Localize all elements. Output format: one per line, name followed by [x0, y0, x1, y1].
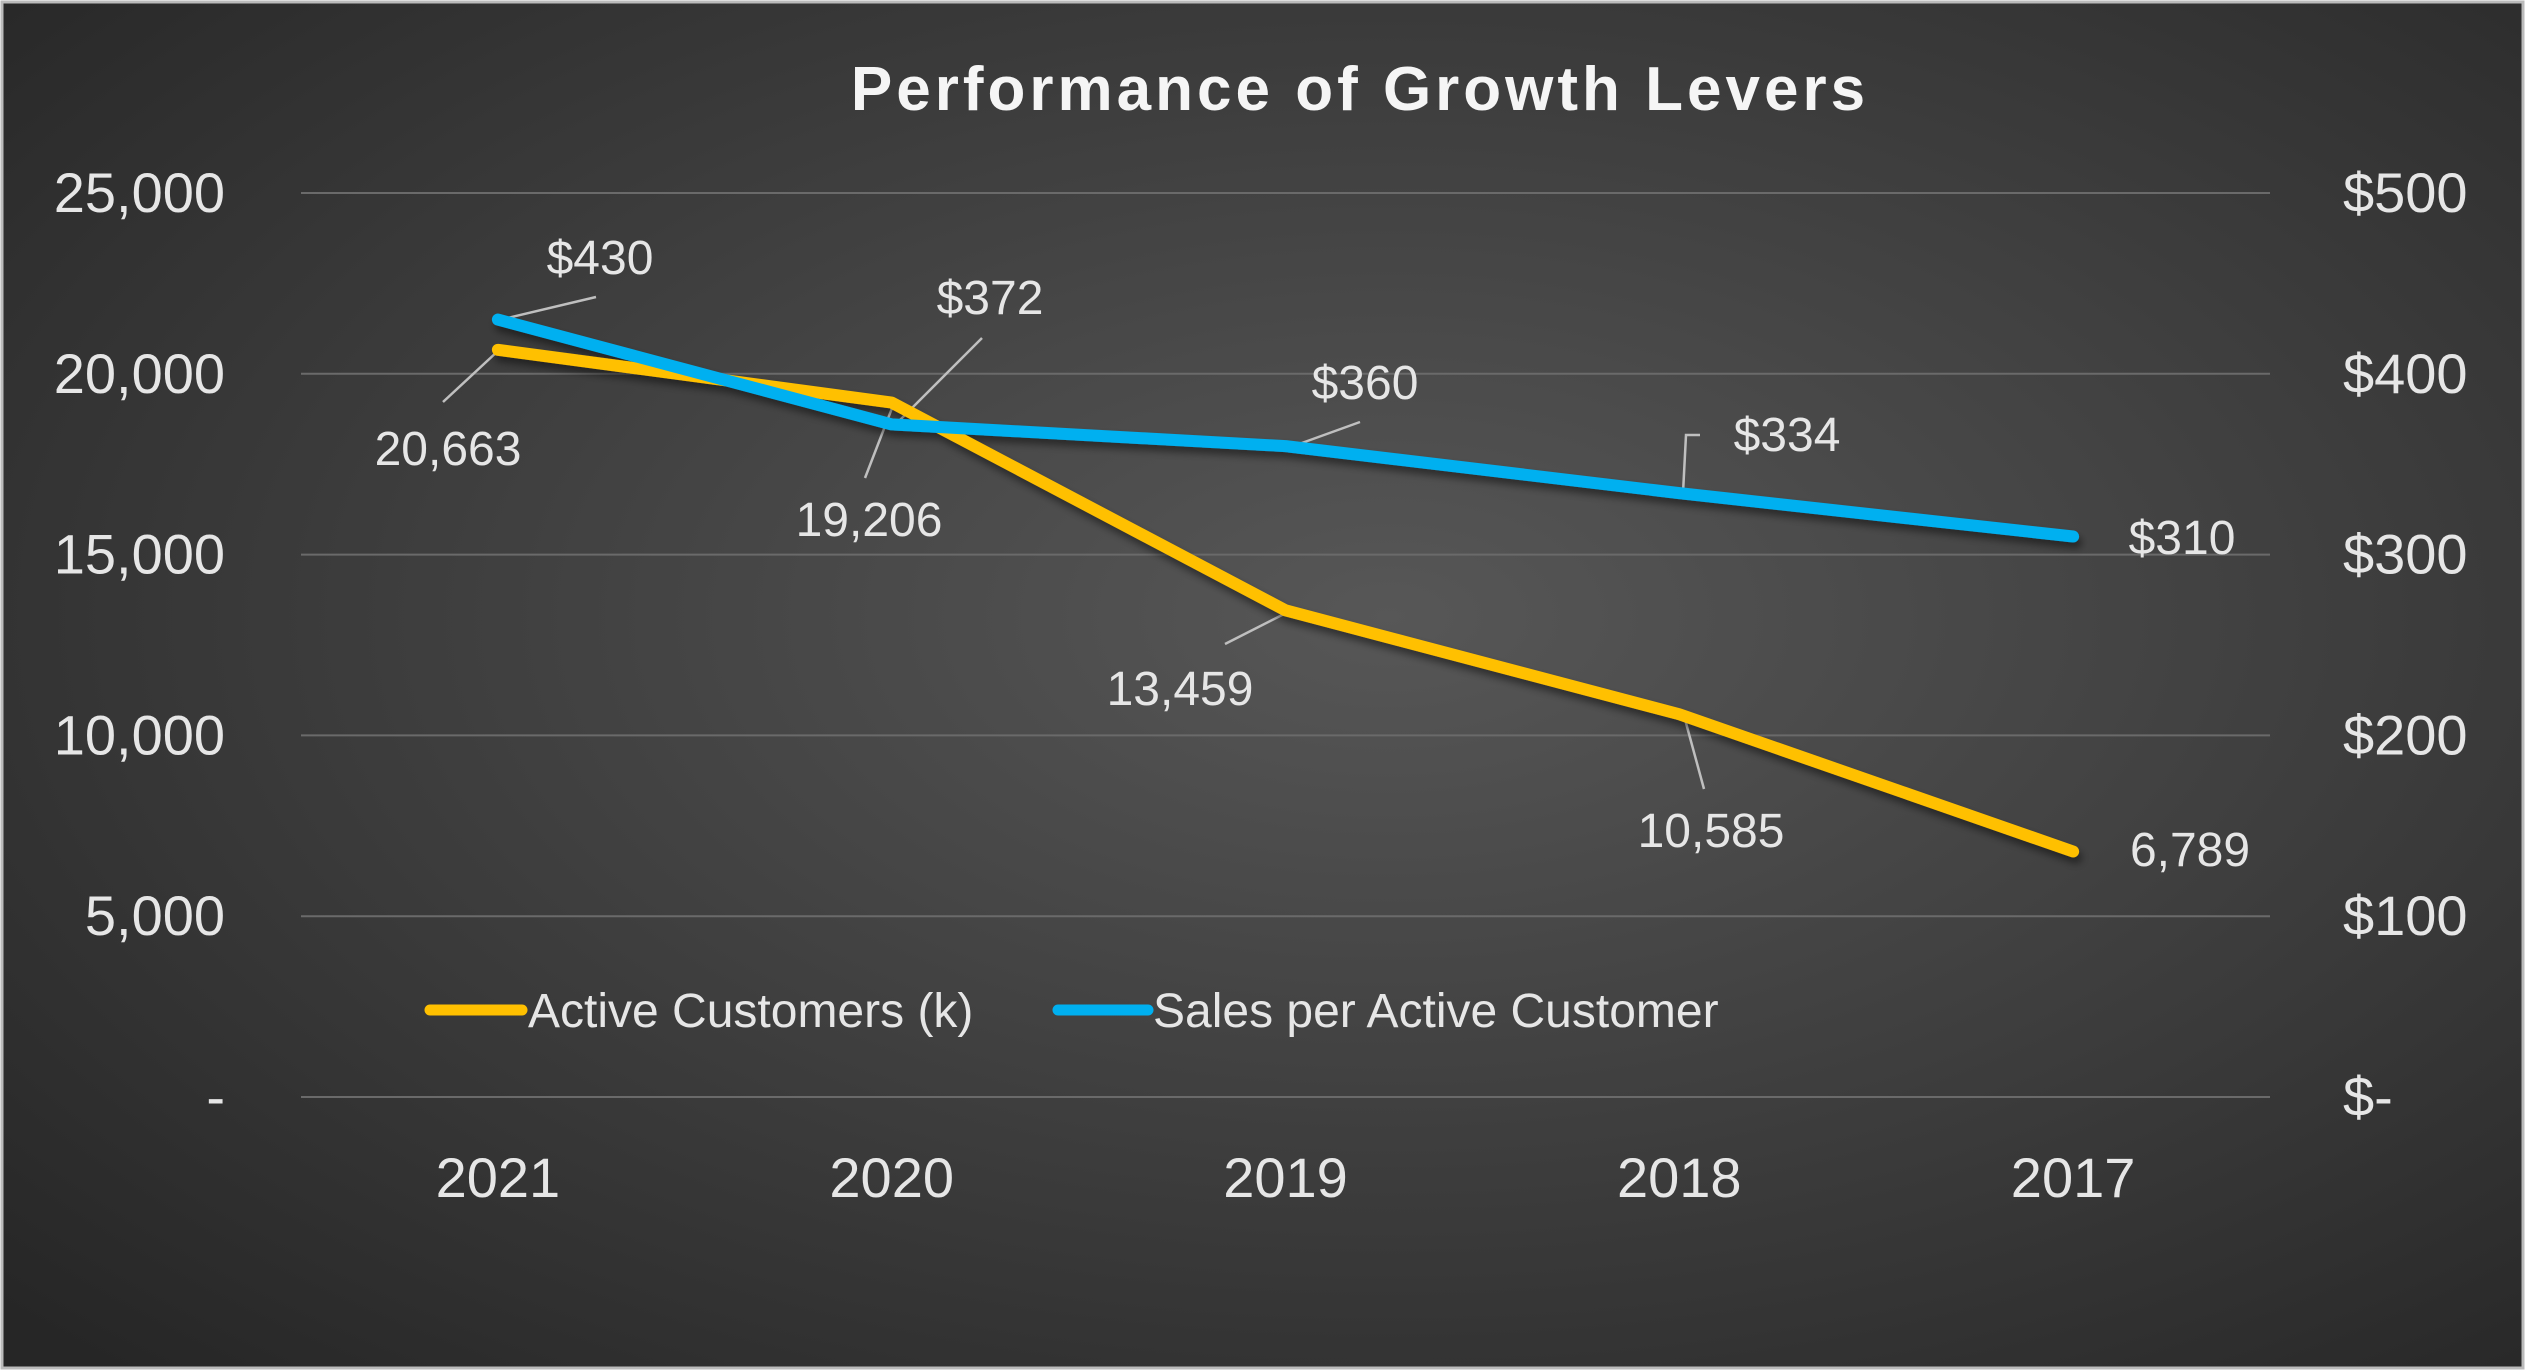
left-tick-label: 15,000 [54, 523, 225, 586]
right-tick-label: $400 [2343, 342, 2468, 405]
left-tick-label: 20,000 [54, 342, 225, 405]
leader-line [863, 402, 896, 479]
data-labels: 20,663 19,206 13,459 10,585 6,789 $430 $372 $36… [375, 232, 2250, 877]
data-label: $430 [547, 232, 654, 285]
right-tick-label: $- [2343, 1065, 2393, 1128]
data-label: 10,585 [1638, 805, 1785, 858]
data-label: $360 [1312, 357, 1419, 410]
right-tick-label: $100 [2343, 884, 2468, 947]
legend: Active Customers (k) Sales per Active Cu… [424, 985, 1719, 1038]
x-tick-label: 2020 [829, 1146, 954, 1209]
leader-line [498, 295, 597, 322]
data-label: $310 [2129, 512, 2236, 565]
legend-label-active-customers: Active Customers (k) [528, 985, 973, 1038]
x-axis: 2021 2020 2019 2018 2017 [436, 1146, 2136, 1209]
gridlines [301, 192, 2270, 1098]
series-lines [491, 313, 2080, 858]
left-tick-label: - [206, 1065, 225, 1128]
right-tick-label: $300 [2343, 523, 2468, 586]
series-line-1 [491, 313, 2080, 543]
x-tick-label: 2021 [436, 1146, 561, 1209]
left-tick-label: 10,000 [54, 703, 225, 766]
right-tick-label: $200 [2343, 703, 2468, 766]
leader-line [1681, 711, 1706, 790]
left-tick-label: 25,000 [54, 161, 225, 224]
right-axis: $- $100 $200 $300 $400 $500 [2343, 161, 2468, 1128]
data-label: 13,459 [1107, 663, 1254, 716]
left-axis: - 5,000 10,000 15,000 20,000 25,000 [54, 161, 225, 1128]
x-tick-label: 2018 [1617, 1146, 1742, 1209]
right-tick-label: $500 [2343, 161, 2468, 224]
data-label: $372 [937, 272, 1044, 325]
leader-line [442, 349, 500, 403]
legend-label-sales-per-customer: Sales per Active Customer [1153, 985, 1719, 1038]
leader-line [1224, 610, 1289, 646]
x-tick-label: 2019 [1223, 1146, 1348, 1209]
data-label: 6,789 [2130, 824, 2250, 877]
x-tick-label: 2017 [2011, 1146, 2136, 1209]
chart-title: Performance of Growth Levers [851, 55, 1869, 124]
data-label: 20,663 [375, 423, 522, 476]
left-tick-label: 5,000 [85, 884, 225, 947]
data-label: 19,206 [796, 494, 943, 547]
leader-line [1681, 433, 1700, 494]
label-leader-lines [442, 295, 1706, 790]
data-label: $334 [1734, 409, 1841, 462]
